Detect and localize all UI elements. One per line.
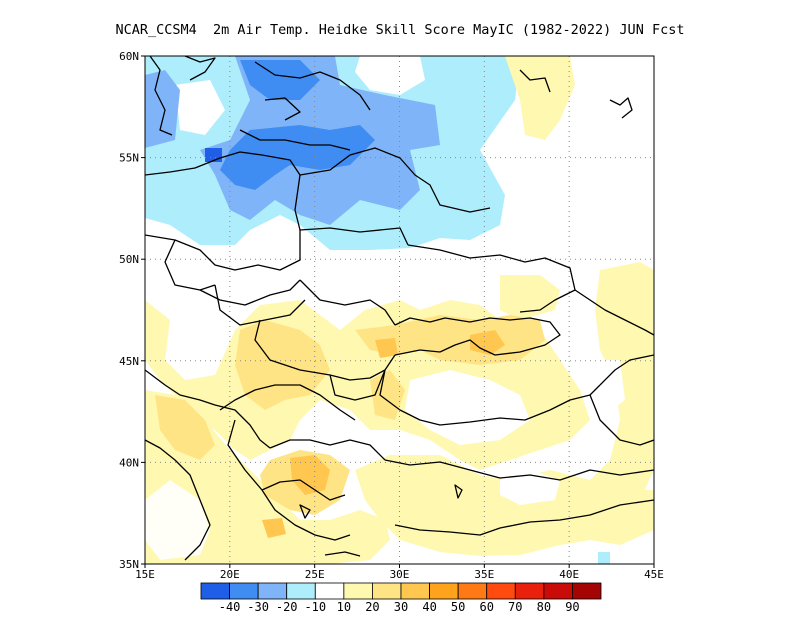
colorbar-label: 40: [422, 600, 436, 614]
x-tick-label: 40E: [559, 568, 579, 581]
political-boundaries: [145, 56, 654, 561]
x-tick-label: 20E: [220, 568, 240, 581]
colorbar-swatch: [572, 582, 602, 600]
colorbar-label: 90: [565, 600, 579, 614]
map-title: NCAR_CCSM4 2m Air Temp. Heidke Skill Sco…: [115, 22, 685, 38]
x-tick-label: 15E: [135, 568, 155, 581]
colorbar-label: 10: [337, 600, 351, 614]
colorbar-swatch: [400, 582, 430, 600]
x-tick-label: 25E: [305, 568, 325, 581]
y-tick-label: 45N: [119, 355, 139, 368]
colorbar-label: -10: [304, 600, 326, 614]
colorbar-label: 50: [451, 600, 465, 614]
y-tick-label: 40N: [119, 456, 139, 469]
colorbar: -40 -30 -20 -10 10 20 30 40 50 60 70 80 90: [200, 582, 602, 614]
x-tick-label: 35E: [474, 568, 494, 581]
colorbar-swatch: [429, 582, 459, 600]
y-tick-label: 55N: [119, 152, 139, 165]
colorbar-label: 30: [394, 600, 408, 614]
x-tick-label: 30E: [390, 568, 410, 581]
colorbar-swatch: [286, 582, 316, 600]
colorbar-label: -20: [276, 600, 298, 614]
y-tick-label: 50N: [119, 253, 139, 266]
negative-skill-region-mid: [145, 70, 180, 148]
skill-score-shading: [145, 56, 654, 564]
colorbar-swatch: [229, 582, 259, 600]
y-tick-label: 60N: [119, 50, 139, 63]
x-tick-label: 45E: [644, 568, 664, 581]
colorbar-label: 80: [537, 600, 551, 614]
colorbar-swatch: [257, 582, 288, 600]
colorbar-label: 20: [365, 600, 379, 614]
colorbar-swatch: [514, 582, 545, 600]
colorbar-label: -30: [247, 600, 269, 614]
colorbar-swatch: [200, 582, 230, 600]
colorbar-swatch: [543, 582, 573, 600]
colorbar-swatch: [314, 582, 345, 600]
negative-skill-region-dark: [240, 60, 320, 100]
colorbar-swatch: [372, 582, 402, 600]
colorbar-swatch: [486, 582, 516, 600]
colorbar-swatch: [343, 582, 373, 600]
axis-ticks: 15E 20E 25E 30E 35E 40E 45E 35N 40N 45N 50N 55N 60N: [119, 50, 664, 581]
colorbar-label: -40: [219, 600, 241, 614]
positive-skill-region-low: [505, 56, 575, 140]
colorbar-swatch: [457, 582, 488, 600]
colorbar-label: 70: [508, 600, 522, 614]
colorbar-label: 60: [479, 600, 493, 614]
y-tick-label: 35N: [119, 558, 139, 571]
